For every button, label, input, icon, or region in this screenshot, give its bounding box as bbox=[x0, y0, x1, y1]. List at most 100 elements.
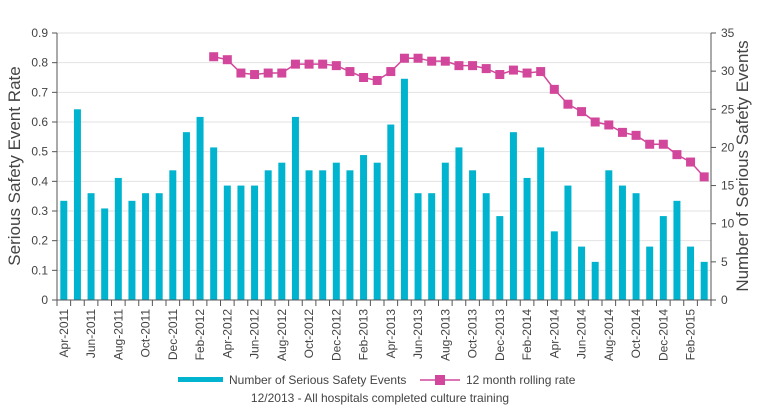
bar bbox=[428, 193, 436, 300]
line-marker bbox=[617, 127, 627, 137]
x-tick-label: Feb-2015 bbox=[684, 309, 698, 361]
legend-line-label: 12 month rolling rate bbox=[466, 373, 576, 387]
x-tick-label: Jun-2014 bbox=[575, 309, 589, 359]
y2-tick-label: 15 bbox=[721, 179, 735, 193]
x-tick-label: Feb-2014 bbox=[520, 309, 534, 361]
bar bbox=[114, 177, 122, 300]
line-marker bbox=[263, 68, 273, 78]
bar bbox=[128, 200, 136, 300]
y-axis-label: Serious Safety Event Rate bbox=[5, 66, 24, 265]
bar bbox=[346, 170, 354, 300]
y2-tick-label: 5 bbox=[721, 255, 728, 269]
bar bbox=[400, 78, 408, 301]
bar bbox=[673, 200, 681, 300]
bar bbox=[291, 116, 299, 301]
y2-tick-label: 30 bbox=[721, 64, 735, 78]
x-tick-label: Dec-2012 bbox=[329, 309, 343, 361]
line-marker bbox=[399, 53, 409, 63]
y2-tick-label: 10 bbox=[721, 217, 735, 231]
line-marker bbox=[699, 172, 709, 182]
bar bbox=[142, 193, 150, 300]
line-marker bbox=[236, 68, 246, 78]
line-marker bbox=[318, 59, 328, 69]
legend-bar-label: Number of Serious Safety Events bbox=[229, 373, 406, 387]
line-marker bbox=[563, 99, 573, 109]
x-tick-label: Dec-2014 bbox=[656, 309, 670, 361]
line-marker bbox=[386, 67, 396, 77]
gridlines bbox=[57, 32, 711, 301]
bar bbox=[332, 162, 340, 300]
legend-bar-swatch bbox=[178, 377, 223, 382]
bar bbox=[700, 261, 708, 300]
line-marker bbox=[372, 75, 382, 85]
bar bbox=[578, 246, 586, 300]
line-marker bbox=[290, 59, 300, 69]
line-marker bbox=[222, 55, 232, 65]
line-marker bbox=[522, 68, 532, 78]
bar bbox=[305, 170, 313, 300]
y2-tick-label: 0 bbox=[721, 293, 728, 307]
x-tick-label: Feb-2012 bbox=[193, 309, 207, 361]
bar bbox=[73, 109, 81, 301]
line-marker bbox=[277, 68, 287, 78]
line-marker bbox=[590, 117, 600, 127]
y-tick-label: 0.9 bbox=[31, 26, 48, 40]
line-marker bbox=[440, 56, 450, 66]
line-marker bbox=[345, 67, 355, 77]
line-marker bbox=[495, 70, 505, 80]
bar bbox=[360, 155, 368, 300]
line-marker bbox=[672, 150, 682, 160]
y-tick-label: 0.6 bbox=[31, 115, 48, 129]
line-marker bbox=[413, 53, 423, 63]
line-marker bbox=[658, 139, 668, 149]
y-tick-label: 0.2 bbox=[31, 234, 48, 248]
bar bbox=[237, 185, 245, 300]
x-tick-label: Aug-2013 bbox=[438, 309, 452, 361]
bar bbox=[441, 162, 449, 300]
bar bbox=[264, 170, 272, 300]
line-marker bbox=[536, 67, 546, 77]
x-tick-label: Jun-2013 bbox=[411, 309, 425, 359]
x-tick-label: Jun-2012 bbox=[248, 309, 262, 359]
x-tick-label: Oct-2013 bbox=[466, 309, 480, 359]
bar bbox=[509, 132, 517, 300]
line-marker bbox=[454, 61, 464, 71]
line-marker bbox=[427, 56, 437, 66]
line-marker bbox=[686, 157, 696, 167]
bar bbox=[182, 132, 190, 300]
bar bbox=[659, 216, 667, 300]
bar bbox=[564, 185, 572, 300]
bar bbox=[223, 185, 231, 300]
y2-tick-label: 20 bbox=[721, 140, 735, 154]
bar bbox=[278, 162, 286, 300]
line-marker bbox=[359, 73, 369, 82]
bar bbox=[632, 193, 640, 300]
line-marker bbox=[304, 59, 314, 69]
legend-line-marker bbox=[435, 375, 445, 385]
bar bbox=[469, 170, 477, 300]
line-series bbox=[209, 52, 709, 182]
line-marker bbox=[331, 61, 341, 71]
bar bbox=[319, 170, 327, 300]
bar bbox=[101, 208, 109, 300]
y-tick-label: 0.8 bbox=[31, 56, 48, 70]
x-tick-label: Oct-2012 bbox=[302, 309, 316, 359]
axes: 0 0.1 0.2 0.3 0.4 0.5 0.6 0.7 0.8 0.9 0 5 10 15 20 25 30… bbox=[31, 26, 734, 361]
bar bbox=[251, 185, 259, 300]
bar bbox=[87, 193, 95, 300]
y2-tick-label: 25 bbox=[721, 102, 735, 116]
line-marker bbox=[481, 64, 491, 74]
x-tick-label: Oct-2014 bbox=[629, 309, 643, 359]
y2-axis-label: Number of Serious Safety Events bbox=[733, 40, 752, 291]
bar bbox=[537, 147, 545, 300]
y-tick-label: 0.1 bbox=[31, 263, 48, 277]
bar bbox=[618, 185, 626, 300]
bar bbox=[687, 246, 695, 300]
y-tick-label: 0 bbox=[41, 293, 48, 307]
bar bbox=[210, 147, 218, 300]
line-marker bbox=[577, 107, 587, 117]
x-tick-label: Oct-2011 bbox=[139, 309, 153, 358]
line-marker bbox=[549, 84, 559, 94]
bar bbox=[60, 200, 68, 300]
legend: Number of Serious Safety Events 12 month… bbox=[178, 373, 576, 405]
